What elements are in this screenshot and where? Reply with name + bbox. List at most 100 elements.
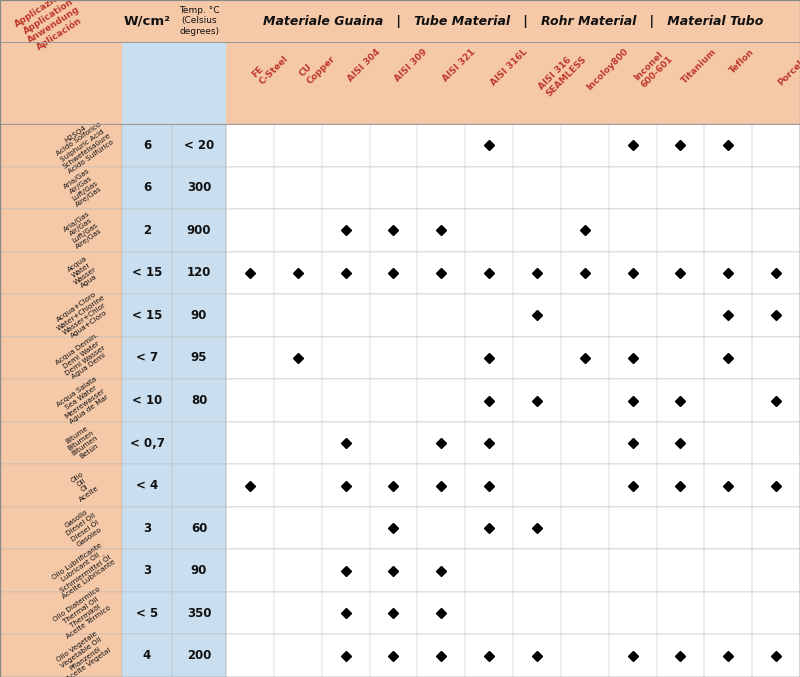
Bar xyxy=(172,42,226,124)
Bar xyxy=(122,209,172,252)
Bar xyxy=(226,294,800,336)
Bar xyxy=(0,549,122,592)
Text: < 15: < 15 xyxy=(132,309,162,322)
Bar xyxy=(0,294,122,336)
Text: FE
C-Steel: FE C-Steel xyxy=(250,47,290,87)
Bar xyxy=(172,124,226,167)
Bar xyxy=(172,507,226,549)
Text: Acqua Demin.
Demi Water
Demi Wasser
Agua Demi: Acqua Demin. Demi Water Demi Wasser Agua… xyxy=(54,332,111,384)
Bar xyxy=(122,634,172,677)
Bar xyxy=(172,592,226,634)
Bar xyxy=(0,422,122,464)
Bar xyxy=(0,592,122,634)
Bar xyxy=(226,252,800,294)
Text: Gasolio
Diesel Oil
Diesel Öl
Gasoleo: Gasolio Diesel Oil Diesel Öl Gasoleo xyxy=(61,507,105,550)
Text: 95: 95 xyxy=(190,351,207,364)
Bar xyxy=(0,42,122,124)
Text: 90: 90 xyxy=(191,564,207,577)
Bar xyxy=(0,167,122,209)
Text: AISI 316L: AISI 316L xyxy=(489,47,530,87)
Text: 80: 80 xyxy=(191,394,207,407)
Text: Aria/Gas
Air/Gas
Luft/Gas
Aire/Gas: Aria/Gas Air/Gas Luft/Gas Aire/Gas xyxy=(62,211,103,250)
Text: Applicazione
Application
Anwendung
Aplicación: Applicazione Application Anwendung Aplic… xyxy=(13,0,90,56)
Bar xyxy=(0,252,122,294)
Bar xyxy=(122,464,172,507)
Text: Temp. °C
(Celsius
degrees): Temp. °C (Celsius degrees) xyxy=(178,6,219,36)
Text: Olio
Oil
Ol
Aceite: Olio Oil Ol Aceite xyxy=(66,468,100,503)
Text: Acqua Salata
Sea Water
Meerewasser
Agua de Mar: Acqua Salata Sea Water Meerewasser Agua … xyxy=(56,376,110,425)
Bar xyxy=(172,634,226,677)
Bar xyxy=(0,464,122,507)
Bar xyxy=(122,507,172,549)
Bar xyxy=(226,167,800,209)
Bar xyxy=(0,507,122,549)
Text: W/cm²: W/cm² xyxy=(123,14,170,28)
Text: 200: 200 xyxy=(187,649,211,662)
Bar xyxy=(172,549,226,592)
Text: 3: 3 xyxy=(143,564,151,577)
Bar xyxy=(0,634,122,677)
Text: 6: 6 xyxy=(143,181,151,194)
Text: 60: 60 xyxy=(191,521,207,535)
Bar xyxy=(226,592,800,634)
Text: Acqua+Cloro
Water+Chlorine
Wasser+Chlor
Agua+Cloro: Acqua+Cloro Water+Chlorine Wasser+Chlor … xyxy=(52,288,114,343)
Text: AISI 321: AISI 321 xyxy=(442,47,478,83)
Text: Titanium: Titanium xyxy=(681,47,719,85)
Bar xyxy=(0,336,122,379)
Bar xyxy=(172,464,226,507)
Text: CU
Copper: CU Copper xyxy=(298,47,337,86)
Text: 300: 300 xyxy=(187,181,211,194)
Bar xyxy=(226,336,800,379)
Bar xyxy=(226,464,800,507)
Text: < 20: < 20 xyxy=(184,139,214,152)
Text: Porcelain: Porcelain xyxy=(776,47,800,87)
Bar xyxy=(226,379,800,422)
Text: Olio Diatermico
Thermal Oil
Thermiköl
Aceite Térmico: Olio Diatermico Thermal Oil Thermiköl Ac… xyxy=(52,586,114,640)
Bar xyxy=(122,124,172,167)
Text: < 4: < 4 xyxy=(136,479,158,492)
Text: Olio Vegetale
Vegetable Oil
Pflanzenöl
Aceite Vegetal: Olio Vegetale Vegetable Oil Pflanzenöl A… xyxy=(54,630,112,677)
Bar xyxy=(122,167,172,209)
Text: Materiale Guaina   |   Tube Material   |   Rohr Material   |   Material Tubo: Materiale Guaina | Tube Material | Rohr … xyxy=(263,14,763,28)
Bar xyxy=(226,549,800,592)
Text: < 10: < 10 xyxy=(132,394,162,407)
Text: Olio Lubrificante
Lubricant Oil
Schmiermittel Öl
Aceite Lubricante: Olio Lubrificante Lubricant Oil Schmierm… xyxy=(49,541,117,600)
Bar xyxy=(172,422,226,464)
Text: 90: 90 xyxy=(191,309,207,322)
Bar xyxy=(122,336,172,379)
Bar xyxy=(122,422,172,464)
Bar xyxy=(122,42,172,124)
Bar xyxy=(122,592,172,634)
Bar xyxy=(0,209,122,252)
Bar xyxy=(226,42,800,124)
Bar xyxy=(226,209,800,252)
Text: Aria/Gas
Air/Gas
Luft/Gas
Aire/Gas: Aria/Gas Air/Gas Luft/Gas Aire/Gas xyxy=(62,168,103,208)
Text: 6: 6 xyxy=(143,139,151,152)
Bar xyxy=(172,209,226,252)
Bar xyxy=(122,549,172,592)
Text: H2SO4
Acido Solforico
Sulphuric Acid
Schwefelsaüure
Acido Sulfúrico: H2SO4 Acido Solforico Sulphuric Acid Sch… xyxy=(50,115,116,175)
Text: < 5: < 5 xyxy=(136,607,158,619)
Text: Acqua
Water
Wasser
Agua: Acqua Water Wasser Agua xyxy=(65,255,102,291)
Text: Teflon: Teflon xyxy=(728,47,757,75)
Bar xyxy=(172,336,226,379)
Bar xyxy=(226,422,800,464)
Bar xyxy=(122,252,172,294)
Text: < 7: < 7 xyxy=(136,351,158,364)
Bar xyxy=(226,634,800,677)
Bar xyxy=(172,167,226,209)
Text: Bitume
Bitumen
Bitumen
Betún: Bitume Bitumen Bitumen Betún xyxy=(62,423,103,463)
Text: 4: 4 xyxy=(143,649,151,662)
Text: 120: 120 xyxy=(187,266,211,280)
Text: AISI 316
SEAMLESS: AISI 316 SEAMLESS xyxy=(537,47,588,98)
Bar xyxy=(226,507,800,549)
Text: 2: 2 xyxy=(143,224,151,237)
Text: 900: 900 xyxy=(186,224,211,237)
Text: 350: 350 xyxy=(186,607,211,619)
Bar xyxy=(0,0,800,42)
Text: 3: 3 xyxy=(143,521,151,535)
Text: < 15: < 15 xyxy=(132,266,162,280)
Bar xyxy=(0,124,122,167)
Text: Incoloy800: Incoloy800 xyxy=(585,47,630,92)
Bar xyxy=(172,252,226,294)
